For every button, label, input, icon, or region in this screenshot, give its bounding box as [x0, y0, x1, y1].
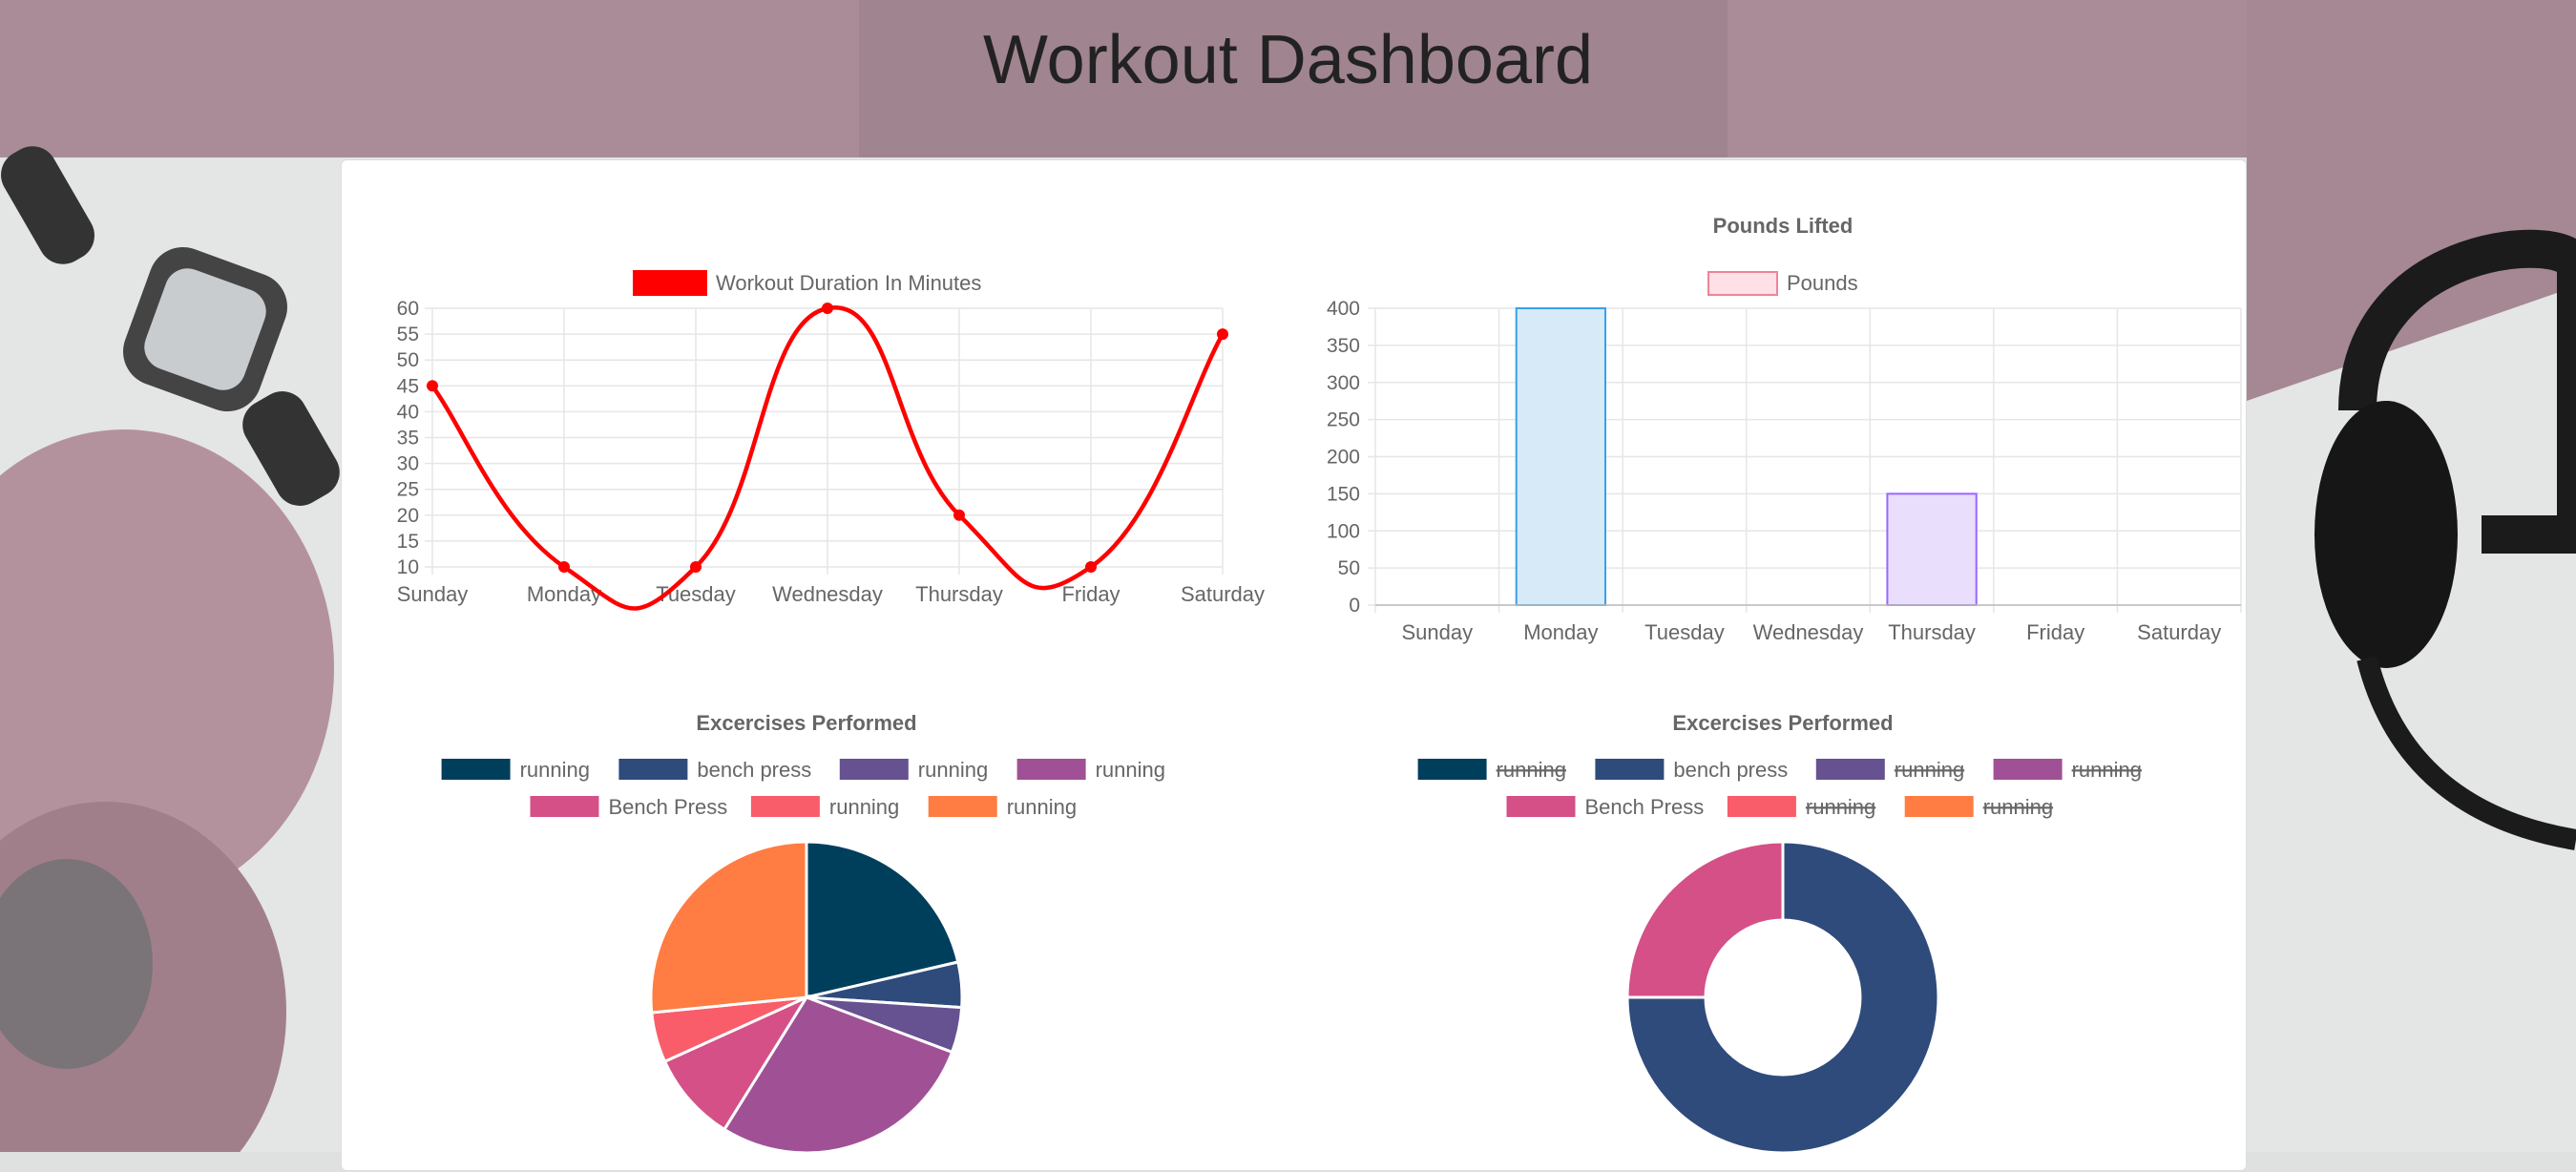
y-tick-label: 400 [1327, 298, 1360, 320]
right-fabric [2247, 0, 2576, 401]
x-tick-label: Wednesday [772, 582, 883, 606]
data-point [690, 561, 702, 573]
y-tick-label: 150 [1327, 483, 1360, 505]
y-tick-label: 20 [397, 505, 419, 527]
legend-swatch [1016, 759, 1086, 780]
x-tick-label: Friday [1061, 582, 1120, 606]
legend-label: running [520, 758, 590, 782]
smartwatch-image [1, 146, 340, 506]
legend-swatch [1815, 759, 1885, 780]
bar [1515, 307, 1607, 606]
chart-title: Excercises Performed [1672, 711, 1893, 735]
x-tick-label: Thursday [1888, 620, 1976, 644]
legend-label: running [1895, 758, 1964, 782]
legend-label: bench press [697, 758, 811, 782]
legend-swatch [441, 759, 511, 780]
y-tick-label: 10 [397, 556, 419, 578]
y-tick-label: 35 [397, 428, 419, 450]
legend-label: bench press [1673, 758, 1788, 782]
legend-label: Bench Press [1585, 795, 1705, 819]
pie-slice [1625, 840, 1785, 999]
legend-swatch [618, 759, 688, 780]
y-tick-label: 100 [1327, 520, 1360, 542]
legend-label: running [1007, 795, 1077, 819]
data-point [427, 380, 438, 392]
top-fabric-left [0, 0, 859, 157]
y-tick-label: 250 [1327, 409, 1360, 431]
pounds-lifted-chart: Pounds Lifted Pounds 400 350 300 250 200 150 100… [1327, 214, 2242, 644]
legend-swatch [530, 796, 599, 817]
x-tick-label: Thursday [915, 582, 1003, 606]
legend-label: running [829, 795, 899, 819]
legend-label: Pounds [1787, 271, 1858, 295]
x-tick-label: Saturday [2137, 620, 2221, 644]
y-tick-label: 200 [1327, 447, 1360, 469]
legend-label: running [918, 758, 988, 782]
legend-swatch [839, 759, 909, 780]
pie-slice [805, 840, 960, 999]
data-point [1085, 561, 1097, 573]
legend-swatch [1727, 796, 1796, 817]
y-tick-label: 30 [397, 453, 419, 475]
y-tick-label: 40 [397, 401, 419, 423]
y-tick-label: 50 [397, 349, 419, 371]
page-title: Workout Dashboard [983, 22, 1593, 98]
legend-swatch [1417, 759, 1487, 780]
legend-label: Bench Press [609, 795, 728, 819]
data-point [822, 303, 833, 314]
y-tick-label: 25 [397, 479, 419, 501]
y-tick-label: 15 [397, 531, 419, 553]
chart-title: Excercises Performed [696, 711, 916, 735]
y-tick-label: 350 [1327, 335, 1360, 357]
x-tick-label: Wednesday [1753, 620, 1864, 644]
pie-slice [1625, 840, 1940, 1155]
x-tick-label: Tuesday [1644, 620, 1725, 644]
pie-slice [662, 994, 810, 1132]
sneaker-image [0, 429, 334, 1152]
y-tick-label: 60 [397, 298, 419, 320]
pie-slice [649, 840, 808, 1015]
legend-swatch [1993, 759, 2063, 780]
x-tick-label: Sunday [397, 582, 469, 606]
y-tick-label: 55 [397, 324, 419, 345]
data-point [1217, 328, 1228, 341]
x-tick-label: Monday [1523, 620, 1598, 644]
x-tick-label: Saturday [1181, 582, 1265, 606]
legend-swatch [1506, 796, 1576, 817]
y-tick-label: 0 [1349, 595, 1360, 617]
legend-swatch [1595, 759, 1665, 780]
legend-label: running [1983, 795, 2053, 819]
headphones-image [2314, 229, 2576, 850]
legend-label: Workout Duration In Minutes [716, 271, 981, 295]
legend-label: running [1806, 795, 1875, 819]
y-tick-label: 300 [1327, 372, 1360, 394]
x-tick-label: Tuesday [656, 582, 736, 606]
top-fabric-center [859, 0, 1728, 157]
legend-label: running [1497, 758, 1566, 782]
y-tick-label: 45 [397, 375, 419, 397]
dashboard-card: 60 55 50 45 40 35 30 25 20 15 10 Sunday Monday Tuesda… [341, 159, 2247, 1171]
x-tick-label: Friday [2026, 620, 2084, 644]
legend-swatch [928, 796, 997, 817]
legend-swatch [750, 796, 820, 817]
legend-swatch [633, 270, 707, 296]
data-point [953, 509, 965, 521]
y-tick-label: 50 [1338, 557, 1360, 579]
legend-label: running [1096, 758, 1165, 782]
legend-swatch [1707, 271, 1778, 296]
pie-slice [722, 995, 954, 1155]
x-tick-label: Sunday [1401, 620, 1473, 644]
legend-swatch [1904, 796, 1974, 817]
data-point [558, 561, 570, 573]
chart-title: Pounds Lifted [1713, 214, 1853, 238]
legend-label: running [2072, 758, 2142, 782]
